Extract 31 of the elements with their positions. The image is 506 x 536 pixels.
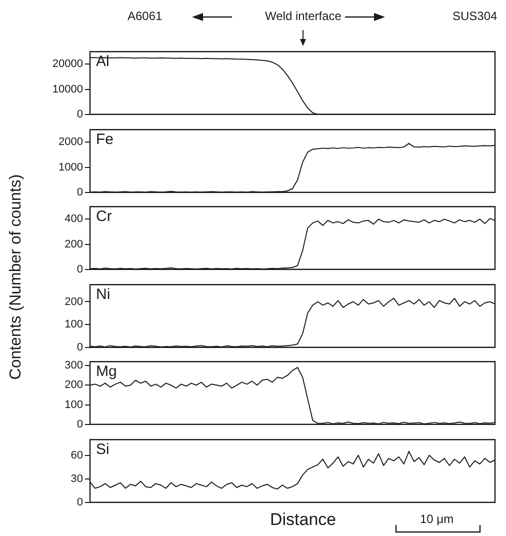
text: A6061: [128, 9, 162, 23]
y-tick-label: 60: [70, 448, 83, 461]
y-tick-label: 100: [64, 318, 83, 330]
text: Weld interface: [265, 9, 342, 23]
series-label: Si: [96, 440, 110, 458]
y-tick-label: 100: [64, 398, 83, 411]
y-tick-label: 200: [64, 379, 83, 392]
y-tick-label: 30: [70, 472, 83, 484]
y-axis-title: Contents (Number of counts): [7, 174, 26, 380]
y-tick-label: 0: [76, 263, 83, 276]
y-tick-label: 200: [64, 295, 83, 308]
x-axis-title: Distance: [270, 510, 336, 530]
y-tick-label: 20000: [52, 58, 83, 70]
y-tick-label: 10000: [52, 83, 83, 96]
text: SUS304: [452, 9, 498, 23]
text: Ni: [96, 286, 110, 303]
y-tick-label: 2000: [58, 136, 83, 148]
series-label: Mg: [96, 363, 117, 380]
y-tick-label: 300: [64, 360, 83, 372]
text: Cr: [96, 208, 112, 226]
y-tick-label: 0: [76, 496, 83, 508]
y-tick-label: 400: [64, 213, 83, 226]
y-tick-label: 0: [76, 186, 83, 198]
text: 10 μm: [420, 512, 454, 526]
series-label: Al: [96, 53, 110, 70]
y-tick-label: 0: [76, 340, 83, 353]
y-tick-label: 1000: [58, 160, 83, 173]
y-tick-label: 200: [64, 238, 83, 250]
y-tick-label: 0: [76, 418, 83, 430]
y-tick-label: 0: [76, 108, 83, 120]
text: Fe: [96, 130, 114, 148]
